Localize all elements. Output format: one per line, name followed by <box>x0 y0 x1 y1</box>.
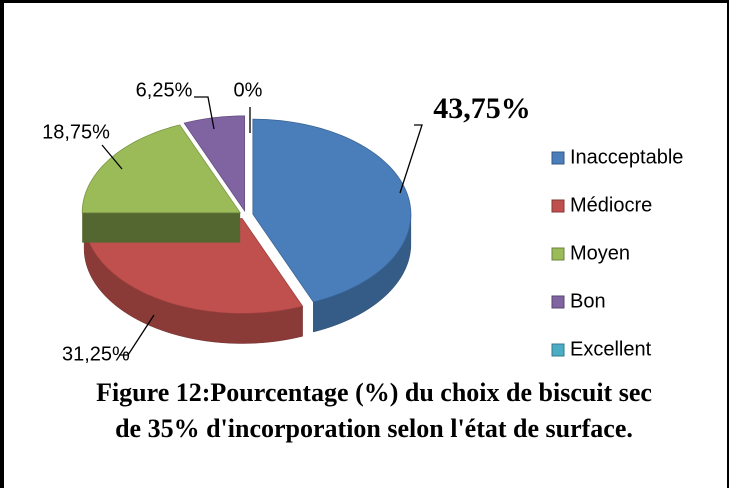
slice-top <box>81 124 241 214</box>
value-label: 31,25% <box>62 343 130 365</box>
pie-slice <box>81 124 241 243</box>
value-label: 0% <box>234 79 263 101</box>
legend-swatch <box>551 295 565 309</box>
leader-line <box>194 96 215 130</box>
pie-slice <box>252 118 412 333</box>
legend-swatch <box>551 343 565 357</box>
legend-swatch <box>551 199 565 213</box>
value-label: 6,25% <box>136 79 193 101</box>
legend-label: Inacceptable <box>570 146 683 168</box>
chart-title: Figure 12:Pourcentage (%) du choix de bi… <box>96 378 652 443</box>
value-label: 18,75% <box>42 121 110 143</box>
legend-swatch <box>551 247 565 261</box>
leader-line <box>399 124 423 194</box>
leader-line <box>101 144 123 170</box>
legend-label: Médiocre <box>570 194 652 216</box>
slice-top <box>252 118 412 303</box>
pie-slice <box>183 115 246 213</box>
chart: 43,75% 31,25% 18,75% 6,25% 0% Inacceptable Méd… <box>42 79 683 365</box>
leader-line <box>119 314 155 356</box>
legend-label: Bon <box>570 290 606 312</box>
slice-face <box>82 212 241 243</box>
legend-swatch <box>551 151 565 165</box>
value-label: 43,75% <box>433 92 531 125</box>
slice-top <box>183 115 246 213</box>
legend-label: Moyen <box>570 242 630 264</box>
legend-label: Excellent <box>570 338 652 360</box>
